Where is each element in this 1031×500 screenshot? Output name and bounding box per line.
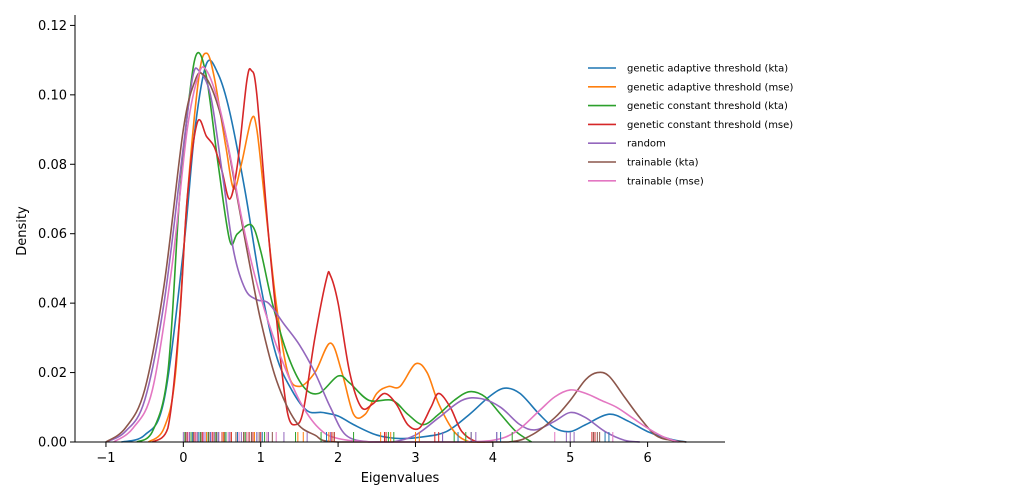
y-tick-label: 0.08 — [38, 158, 67, 173]
legend-label: genetic adaptive threshold (kta) — [627, 64, 788, 75]
density-line-6 — [105, 71, 687, 443]
density-line-3 — [136, 51, 532, 443]
x-tick-label: 5 — [566, 451, 574, 466]
y-tick-label: 0.00 — [38, 436, 67, 451]
y-tick-label: 0.06 — [38, 227, 67, 242]
x-tick-label: 1 — [257, 451, 265, 466]
x-axis-label: Eigenvalues — [361, 471, 440, 486]
y-tick-label: 0.10 — [38, 88, 67, 103]
legend-label: random — [627, 139, 666, 150]
y-tick-label: 0.04 — [38, 297, 67, 312]
x-tick-label: 6 — [643, 451, 651, 466]
density-line-2 — [147, 52, 486, 443]
x-tick-label: 0 — [179, 451, 187, 466]
y-tick-label: 0.02 — [38, 366, 67, 381]
y-tick-label: 0.12 — [38, 19, 67, 34]
density-line-5 — [105, 67, 640, 443]
legend-label: genetic constant threshold (mse) — [627, 120, 793, 131]
legend: genetic adaptive threshold (kta) genetic … — [588, 64, 794, 187]
x-tick-label: 3 — [411, 451, 419, 466]
legend-label: genetic adaptive threshold (mse) — [627, 82, 794, 93]
x-tick-label: 4 — [489, 451, 497, 466]
x-axis: −1 0 1 2 3 4 5 6 — [75, 441, 725, 466]
legend-label: genetic constant threshold (kta) — [627, 101, 788, 112]
legend-label: trainable (kta) — [627, 158, 699, 169]
x-tick-label: 2 — [334, 451, 342, 466]
density-line-7 — [113, 66, 679, 443]
density-line-1 — [121, 59, 687, 443]
x-tick-label: −1 — [96, 451, 115, 466]
y-axis-label: Density — [15, 206, 30, 256]
density-line-4 — [151, 67, 493, 443]
y-axis: 0.00 0.02 0.04 0.06 0.08 0.10 0.12 — [38, 15, 76, 451]
legend-label: trainable (mse) — [627, 176, 704, 187]
plot-area — [105, 51, 687, 443]
